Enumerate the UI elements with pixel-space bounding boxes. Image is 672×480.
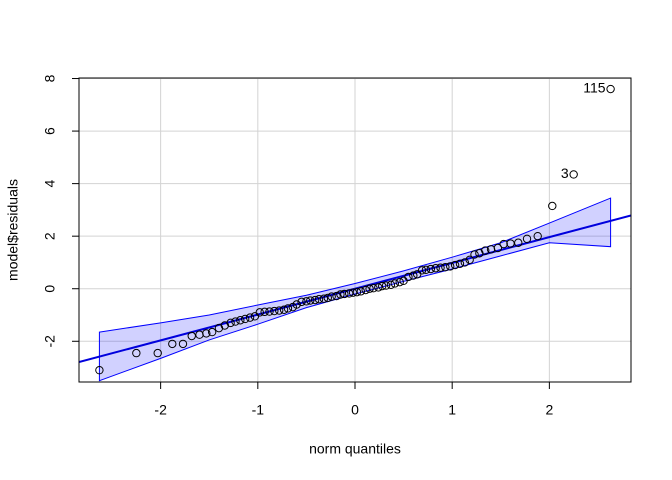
point xyxy=(441,262,450,272)
y-tick-label: 8 xyxy=(42,74,58,82)
point xyxy=(426,264,436,274)
point xyxy=(153,348,162,358)
point xyxy=(404,272,413,282)
point xyxy=(283,304,293,313)
point xyxy=(460,258,470,267)
point xyxy=(356,287,366,296)
point xyxy=(378,281,387,291)
point xyxy=(390,279,400,288)
point xyxy=(409,271,418,280)
point xyxy=(226,318,235,328)
point xyxy=(348,288,358,297)
point xyxy=(297,297,306,307)
point xyxy=(332,291,341,301)
point xyxy=(340,289,349,299)
point xyxy=(522,234,532,244)
y-tick-label: -2 xyxy=(42,335,58,348)
point xyxy=(323,293,332,303)
plot-frame xyxy=(78,77,632,383)
point xyxy=(344,289,354,298)
point xyxy=(220,321,229,330)
x-tick-label: 0 xyxy=(351,402,359,418)
y-tick-label: 2 xyxy=(42,232,58,240)
point xyxy=(548,201,557,211)
point xyxy=(417,266,427,275)
point xyxy=(514,238,523,247)
point xyxy=(306,296,315,305)
point xyxy=(310,295,320,305)
point xyxy=(569,170,578,179)
point xyxy=(187,331,196,341)
y-axis-title: model$residuals xyxy=(5,179,21,281)
point xyxy=(214,323,224,333)
point xyxy=(274,306,284,315)
point xyxy=(361,285,370,295)
point xyxy=(202,329,211,338)
point xyxy=(207,327,217,337)
point xyxy=(314,295,324,304)
point xyxy=(231,317,240,326)
point xyxy=(374,283,383,292)
point xyxy=(236,316,245,325)
point xyxy=(336,290,345,299)
point xyxy=(381,281,391,290)
x-tick-label: -2 xyxy=(154,402,167,418)
point xyxy=(436,263,445,272)
point xyxy=(421,265,431,275)
point xyxy=(395,277,404,287)
point xyxy=(265,307,274,316)
point xyxy=(470,250,479,259)
point xyxy=(455,259,465,268)
x-tick-label: 1 xyxy=(448,402,456,418)
point xyxy=(95,365,104,375)
point xyxy=(533,231,542,241)
point xyxy=(493,243,503,253)
y-tick-label: 0 xyxy=(42,285,58,293)
point xyxy=(450,260,460,270)
point xyxy=(279,305,289,314)
x-axis-title: norm quantiles xyxy=(309,441,401,457)
point xyxy=(292,300,301,309)
point xyxy=(178,339,188,349)
point xyxy=(327,292,336,301)
point xyxy=(446,262,455,271)
point xyxy=(481,246,490,255)
point xyxy=(475,249,484,258)
point xyxy=(240,314,250,324)
point-label: 3 xyxy=(561,165,569,181)
point xyxy=(431,264,440,273)
point xyxy=(365,284,374,293)
y-tick-label: 6 xyxy=(42,127,58,135)
point xyxy=(369,283,378,293)
y-tick-label: 4 xyxy=(42,180,58,188)
point xyxy=(302,297,311,306)
point xyxy=(270,306,279,316)
point xyxy=(352,287,362,297)
point xyxy=(168,339,177,349)
point xyxy=(606,84,615,94)
point xyxy=(465,255,474,265)
point xyxy=(386,280,396,289)
point xyxy=(132,348,141,358)
x-tick-label: 2 xyxy=(545,402,553,418)
point xyxy=(245,313,255,322)
point xyxy=(499,239,508,249)
point xyxy=(255,308,264,317)
point xyxy=(260,307,269,317)
point xyxy=(319,294,329,303)
point-label: 115 xyxy=(583,80,606,96)
x-tick-label: -1 xyxy=(252,402,265,418)
